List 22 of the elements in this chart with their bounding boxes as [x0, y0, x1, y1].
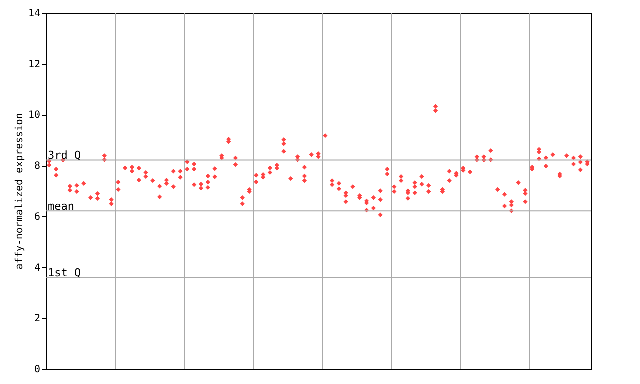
- y-tick-label: 12: [28, 59, 40, 70]
- point: [412, 190, 418, 196]
- ref-line-label: 1st Q: [48, 266, 82, 280]
- point: [406, 196, 411, 201]
- y-tick-label: 4: [34, 262, 40, 274]
- y-tick-label: 14: [28, 8, 40, 20]
- y-tick-label: 8: [34, 161, 40, 172]
- point: [578, 160, 583, 165]
- y-tick-label: 6: [34, 212, 40, 223]
- point: [192, 182, 197, 188]
- point: [302, 178, 308, 184]
- y-tick-label: 10: [28, 110, 40, 122]
- ref-line-label: mean: [48, 200, 74, 214]
- y-axis-title: affy-normalized expression: [14, 113, 26, 270]
- ref-line-label: 3rd Q: [48, 149, 82, 162]
- point: [523, 200, 528, 204]
- point: [282, 149, 286, 154]
- point: [206, 185, 210, 190]
- point: [344, 200, 348, 204]
- y-tick-label: 2: [34, 314, 40, 325]
- point: [378, 212, 383, 218]
- y-tick-label: 0: [34, 364, 40, 376]
